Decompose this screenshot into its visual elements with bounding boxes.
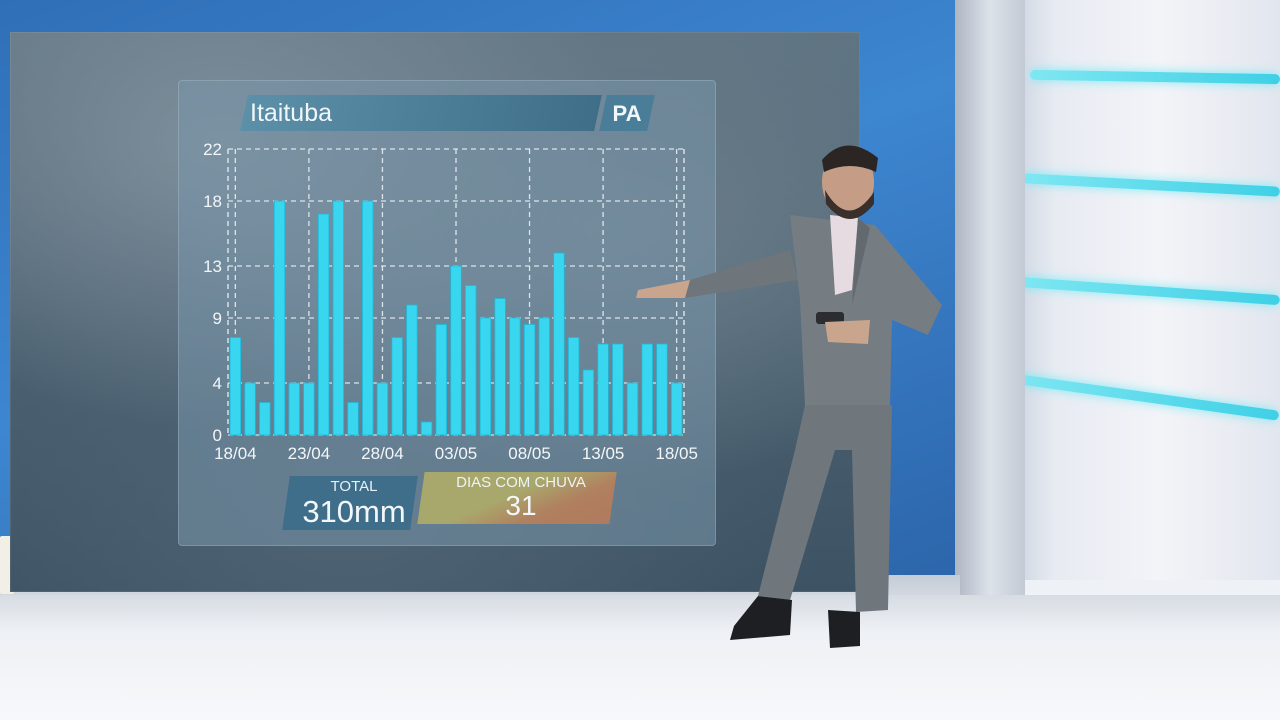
rain-bar [391,337,403,436]
rain-bar [362,200,374,436]
presenter [636,145,942,648]
state-code: PA [612,101,642,126]
rainfall-panel [178,80,716,546]
rain-bar [494,298,506,436]
rain-bar [641,343,653,436]
x-tick-label: 28/04 [361,444,404,463]
rain-bar [538,317,550,436]
y-tick-label: 9 [213,309,222,328]
rain-bar [332,200,345,436]
total-value: 310mm [302,494,406,529]
rain-bar [597,343,609,436]
x-tick-label: 18/04 [214,444,257,463]
rain-bar [567,337,580,436]
rain-bar [259,402,271,436]
y-tick-label: 4 [213,374,222,393]
rain-bar [626,382,639,436]
y-tick-label: 18 [203,192,222,211]
rain-bar [656,343,668,436]
x-tick-label: 13/05 [582,444,625,463]
rain-bar [317,213,330,436]
rain-bar [612,343,624,436]
rain-bar [420,421,433,436]
studio-pillar [955,0,1025,595]
rain-bar [450,265,462,436]
y-tick-label: 13 [203,257,222,276]
city-name: Itaituba [250,99,333,127]
rain-bar [553,252,565,436]
rain-bar [376,382,389,436]
rain-bar [465,285,477,436]
total-label: TOTAL [330,478,378,495]
x-tick-label: 23/04 [288,444,331,463]
rain-bar [479,317,492,436]
rain-bar [288,382,300,436]
x-tick-label: 03/05 [435,444,478,463]
rain-bar [523,324,536,436]
rain-bar [435,324,447,436]
rain-bar [303,382,315,436]
rain-bar [509,317,521,436]
x-tick-label: 08/05 [508,444,551,463]
rainfall-bar-chart: 0 4 9 13 18 22 18/04 23/04 28/04 03/05 08/05 13/05 1… [203,140,698,463]
rain-days-value: 31 [505,490,537,521]
rain-bar [406,304,418,436]
rain-bar [244,382,256,436]
studio-floor [0,595,1280,720]
rain-bar [229,337,242,436]
rain-bar [347,402,359,436]
y-tick-label: 0 [213,426,222,445]
rain-bar [670,382,683,436]
rain-bar [273,200,286,436]
rain-bar [582,369,595,436]
x-tick-label: 18/05 [655,444,698,463]
y-tick-label: 22 [203,140,222,159]
rain-days-label: DIAS COM CHUVA [456,474,586,491]
